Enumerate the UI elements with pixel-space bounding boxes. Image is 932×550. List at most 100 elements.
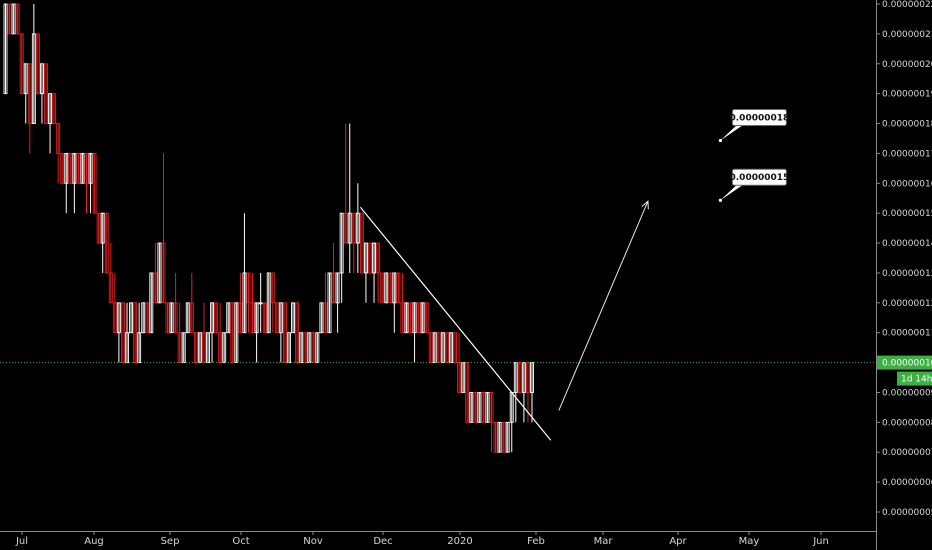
candle (449, 332, 453, 364)
candle (165, 302, 170, 334)
candle (440, 332, 445, 364)
x-axis[interactable]: Jul Aug Sep Oct Nov Dec 2020 Feb Mar Apr May Jun (15, 531, 829, 547)
candle-body (125, 332, 129, 364)
candle-body (68, 152, 73, 184)
candle-body (412, 302, 417, 334)
candle (489, 392, 494, 453)
candle (355, 183, 360, 273)
arrow-head (641, 200, 649, 210)
candle-body (376, 242, 381, 274)
y-tick-label: 0.00000005 (882, 508, 932, 518)
candle (278, 302, 283, 363)
candle-body (513, 362, 518, 393)
candle (283, 302, 287, 364)
candle-body (149, 272, 154, 334)
candle (92, 152, 97, 214)
x-tick-label: Jul (15, 536, 28, 547)
candle (157, 242, 162, 304)
candle (445, 332, 449, 364)
projection-arrow[interactable] (558, 200, 649, 411)
candle (56, 123, 61, 184)
candle-body (3, 3, 8, 95)
candle (323, 272, 328, 334)
candle (161, 153, 166, 304)
candle-body (493, 421, 498, 453)
candle-body (481, 392, 486, 423)
x-tick-label: May (739, 536, 760, 547)
candle-body (270, 272, 275, 304)
candle (262, 302, 267, 334)
y-tick-label: 0.00000016 (882, 179, 932, 189)
candle-body (400, 302, 405, 334)
candle-body (396, 272, 401, 304)
candle-body (201, 332, 206, 364)
candle-body (189, 302, 194, 334)
candle (189, 272, 194, 334)
x-tick-label: Sep (161, 536, 180, 547)
price-target-callout[interactable]: 0.00000015 (718, 168, 789, 202)
candle (469, 392, 474, 423)
candle-body (48, 93, 52, 124)
candle-body (299, 332, 304, 364)
candle (230, 302, 235, 364)
candle (242, 213, 247, 334)
candle-body (44, 63, 48, 124)
candle-body (505, 421, 510, 453)
candle-body (368, 242, 372, 274)
candle-body (56, 123, 61, 154)
candle-body (392, 272, 397, 304)
candle (72, 152, 77, 214)
candle (222, 332, 227, 364)
candle-body (489, 392, 494, 423)
candle-body (258, 302, 263, 305)
candle-body (274, 302, 279, 334)
candle-body (428, 332, 433, 364)
candle (493, 421, 498, 453)
candle-body (80, 152, 85, 184)
candle (197, 332, 202, 364)
candle (120, 302, 125, 364)
candle-body (7, 3, 12, 35)
candle-body (238, 302, 243, 334)
candle (412, 302, 417, 363)
trendline[interactable] (359, 206, 552, 441)
candle-body (445, 332, 449, 364)
candle-body (319, 302, 324, 334)
candle-body (246, 272, 251, 304)
y-tick-label: 0.00000014 (882, 239, 932, 249)
y-axis[interactable]: 0.00000022 0.00000021 0.00000020 0.00000019… (876, 0, 932, 518)
candle-body (351, 212, 356, 244)
candle-body (129, 302, 134, 334)
candle-body (530, 362, 534, 393)
candle-body (222, 332, 227, 364)
price-target-callout[interactable]: 0.00000018 (718, 108, 789, 143)
candle-body (283, 302, 287, 364)
y-tick-label: 0.00000012 (882, 299, 932, 309)
candle-body (355, 212, 360, 244)
candle (343, 123, 348, 244)
callout-box (731, 108, 787, 126)
candle (246, 272, 251, 333)
candle-body (331, 272, 336, 304)
candle (376, 242, 381, 303)
y-tick-label: 0.00000021 (882, 30, 932, 40)
candle (291, 302, 295, 334)
callout-anchor (718, 138, 723, 143)
candle-body (137, 332, 142, 364)
candle-body (96, 212, 101, 244)
candle (169, 302, 174, 334)
candle (453, 332, 457, 364)
candle (31, 4, 36, 124)
candle-body (23, 63, 28, 95)
candle (311, 332, 316, 364)
candle (201, 302, 206, 364)
candle-body (177, 332, 182, 364)
y-tick-label: 0.00000013 (882, 269, 932, 279)
candle-body (153, 272, 158, 304)
candle (347, 123, 352, 273)
candle-body (335, 272, 340, 304)
candle (52, 93, 57, 124)
candle-body (52, 93, 57, 124)
